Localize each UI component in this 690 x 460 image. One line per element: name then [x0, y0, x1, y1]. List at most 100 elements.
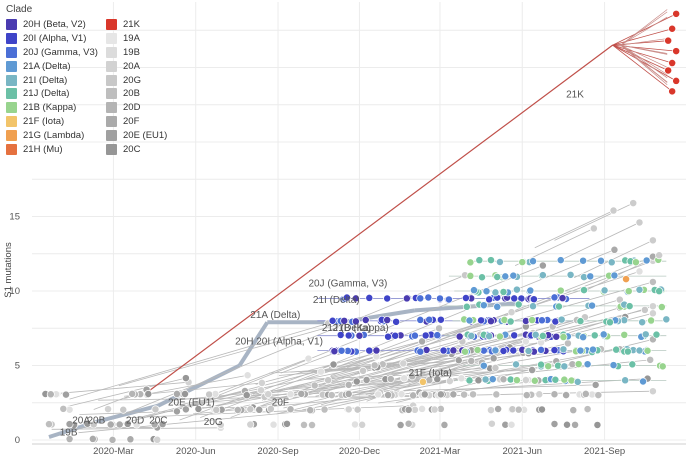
tip-point: [555, 302, 563, 311]
tip-point: [153, 435, 162, 444]
legend-item[interactable]: 19B: [106, 46, 206, 60]
tip-point: [45, 420, 53, 429]
legend-item[interactable]: 21B (Kappa): [6, 101, 106, 115]
tip-point: [449, 390, 458, 399]
tip-point: [606, 318, 614, 327]
legend-swatch: [106, 74, 117, 86]
tip-point: [465, 316, 474, 325]
tip-point: [573, 377, 582, 386]
tip-point: [672, 76, 681, 85]
tip-point: [535, 390, 544, 399]
tip-point: [590, 331, 599, 340]
tip-point: [108, 435, 117, 444]
tip-point: [436, 294, 444, 303]
tree-branch: [368, 335, 532, 397]
tip-point: [558, 294, 567, 303]
tip-point: [181, 405, 190, 414]
tip-point: [562, 391, 571, 400]
tip-point: [439, 346, 448, 355]
tip-point: [181, 390, 189, 398]
legend-item[interactable]: 20E (EU1): [106, 128, 206, 142]
tip-point: [559, 333, 568, 341]
tree-branch: [215, 358, 309, 395]
tip-point: [340, 316, 349, 325]
legend-item[interactable]: 20H (Beta, V2): [6, 18, 106, 32]
tip-point: [491, 288, 500, 297]
y-tick-label: 10: [9, 286, 20, 297]
x-tick-label: 2021-Jun: [502, 446, 542, 457]
legend-label: 20H (Beta, V2): [23, 19, 86, 31]
legend-item[interactable]: 21K: [106, 18, 206, 32]
legend-item[interactable]: 21G (Lambda): [6, 128, 106, 142]
clade-label: 21B (Kappa): [333, 323, 389, 334]
tip-point: [635, 267, 644, 276]
tip-point: [518, 258, 527, 267]
legend-item[interactable]: 21J (Delta): [6, 87, 106, 101]
legend-item[interactable]: 19A: [106, 32, 206, 46]
tree-branch: [612, 44, 673, 64]
legend-item[interactable]: 20A: [106, 59, 206, 73]
tip-point: [455, 332, 464, 341]
clade-label: 21K: [566, 89, 584, 100]
clade-label: 20J (Gamma, V3): [308, 279, 387, 290]
tip-point: [506, 317, 515, 326]
legend-label: 20C: [123, 143, 141, 155]
legend-item[interactable]: 20F: [106, 115, 206, 129]
tree-branch: [383, 316, 626, 375]
tip-point: [123, 419, 132, 428]
tip-point: [487, 406, 495, 415]
legend-item[interactable]: 21A (Delta): [6, 59, 106, 73]
legend-label: 20B: [123, 88, 140, 100]
tip-point: [297, 389, 306, 398]
tree-branch: [620, 44, 668, 75]
tip-point: [418, 337, 427, 346]
tip-point: [530, 376, 539, 385]
clade-label: 20F: [272, 398, 289, 409]
tree-branch: [69, 323, 329, 400]
legend-swatch: [106, 60, 117, 72]
tip-point: [507, 420, 516, 429]
tip-point: [593, 420, 602, 429]
x-axis-ticks: 2020-Mar 2020-Jun 2020-Sep 2020-Dec 2021-Mar…: [93, 446, 625, 457]
legend-item[interactable]: 21H (Mu): [6, 142, 106, 156]
tip-point: [664, 66, 673, 75]
tip-point: [489, 354, 498, 363]
tip-point: [550, 390, 559, 399]
tip-point: [402, 294, 411, 303]
y-tick-label: 15: [9, 212, 20, 223]
tip-point: [495, 332, 504, 341]
tip-point: [648, 236, 657, 245]
tip-point: [491, 346, 500, 355]
tip-point: [588, 301, 597, 310]
tip-point: [409, 391, 418, 400]
legend-item[interactable]: 21F (Iota): [6, 115, 106, 129]
legend-label: 20A: [123, 60, 140, 72]
tip-point: [416, 294, 425, 303]
tip-point: [509, 271, 518, 280]
legend-item[interactable]: 20D: [106, 101, 206, 115]
tip-point: [507, 308, 516, 317]
tip-point: [580, 286, 588, 295]
legend-label: 21B (Kappa): [23, 102, 77, 114]
tip-point: [556, 286, 565, 295]
clade-label: 21A (Delta): [250, 310, 300, 321]
legend-swatch: [106, 46, 117, 58]
legend-item[interactable]: 20C: [106, 142, 206, 156]
tip-point: [269, 420, 278, 429]
legend-item[interactable]: 20I (Alpha, V1): [6, 32, 106, 46]
tip-point: [310, 381, 319, 390]
legend-item[interactable]: 20J (Gamma, V3): [6, 46, 106, 60]
tip-point: [399, 359, 408, 368]
tip-point: [600, 286, 609, 295]
x-tick-label: 2020-Sep: [257, 446, 298, 457]
legend-item[interactable]: 20B: [106, 87, 206, 101]
tip-point: [531, 330, 540, 339]
tip-point: [327, 391, 336, 400]
tip-point: [469, 390, 478, 399]
tip-point: [571, 420, 580, 429]
tip-point: [635, 218, 644, 227]
tip-point: [607, 258, 616, 267]
legend-item[interactable]: 21I (Delta): [6, 73, 106, 87]
legend-item[interactable]: 20G: [106, 73, 206, 87]
tip-point: [589, 345, 597, 354]
